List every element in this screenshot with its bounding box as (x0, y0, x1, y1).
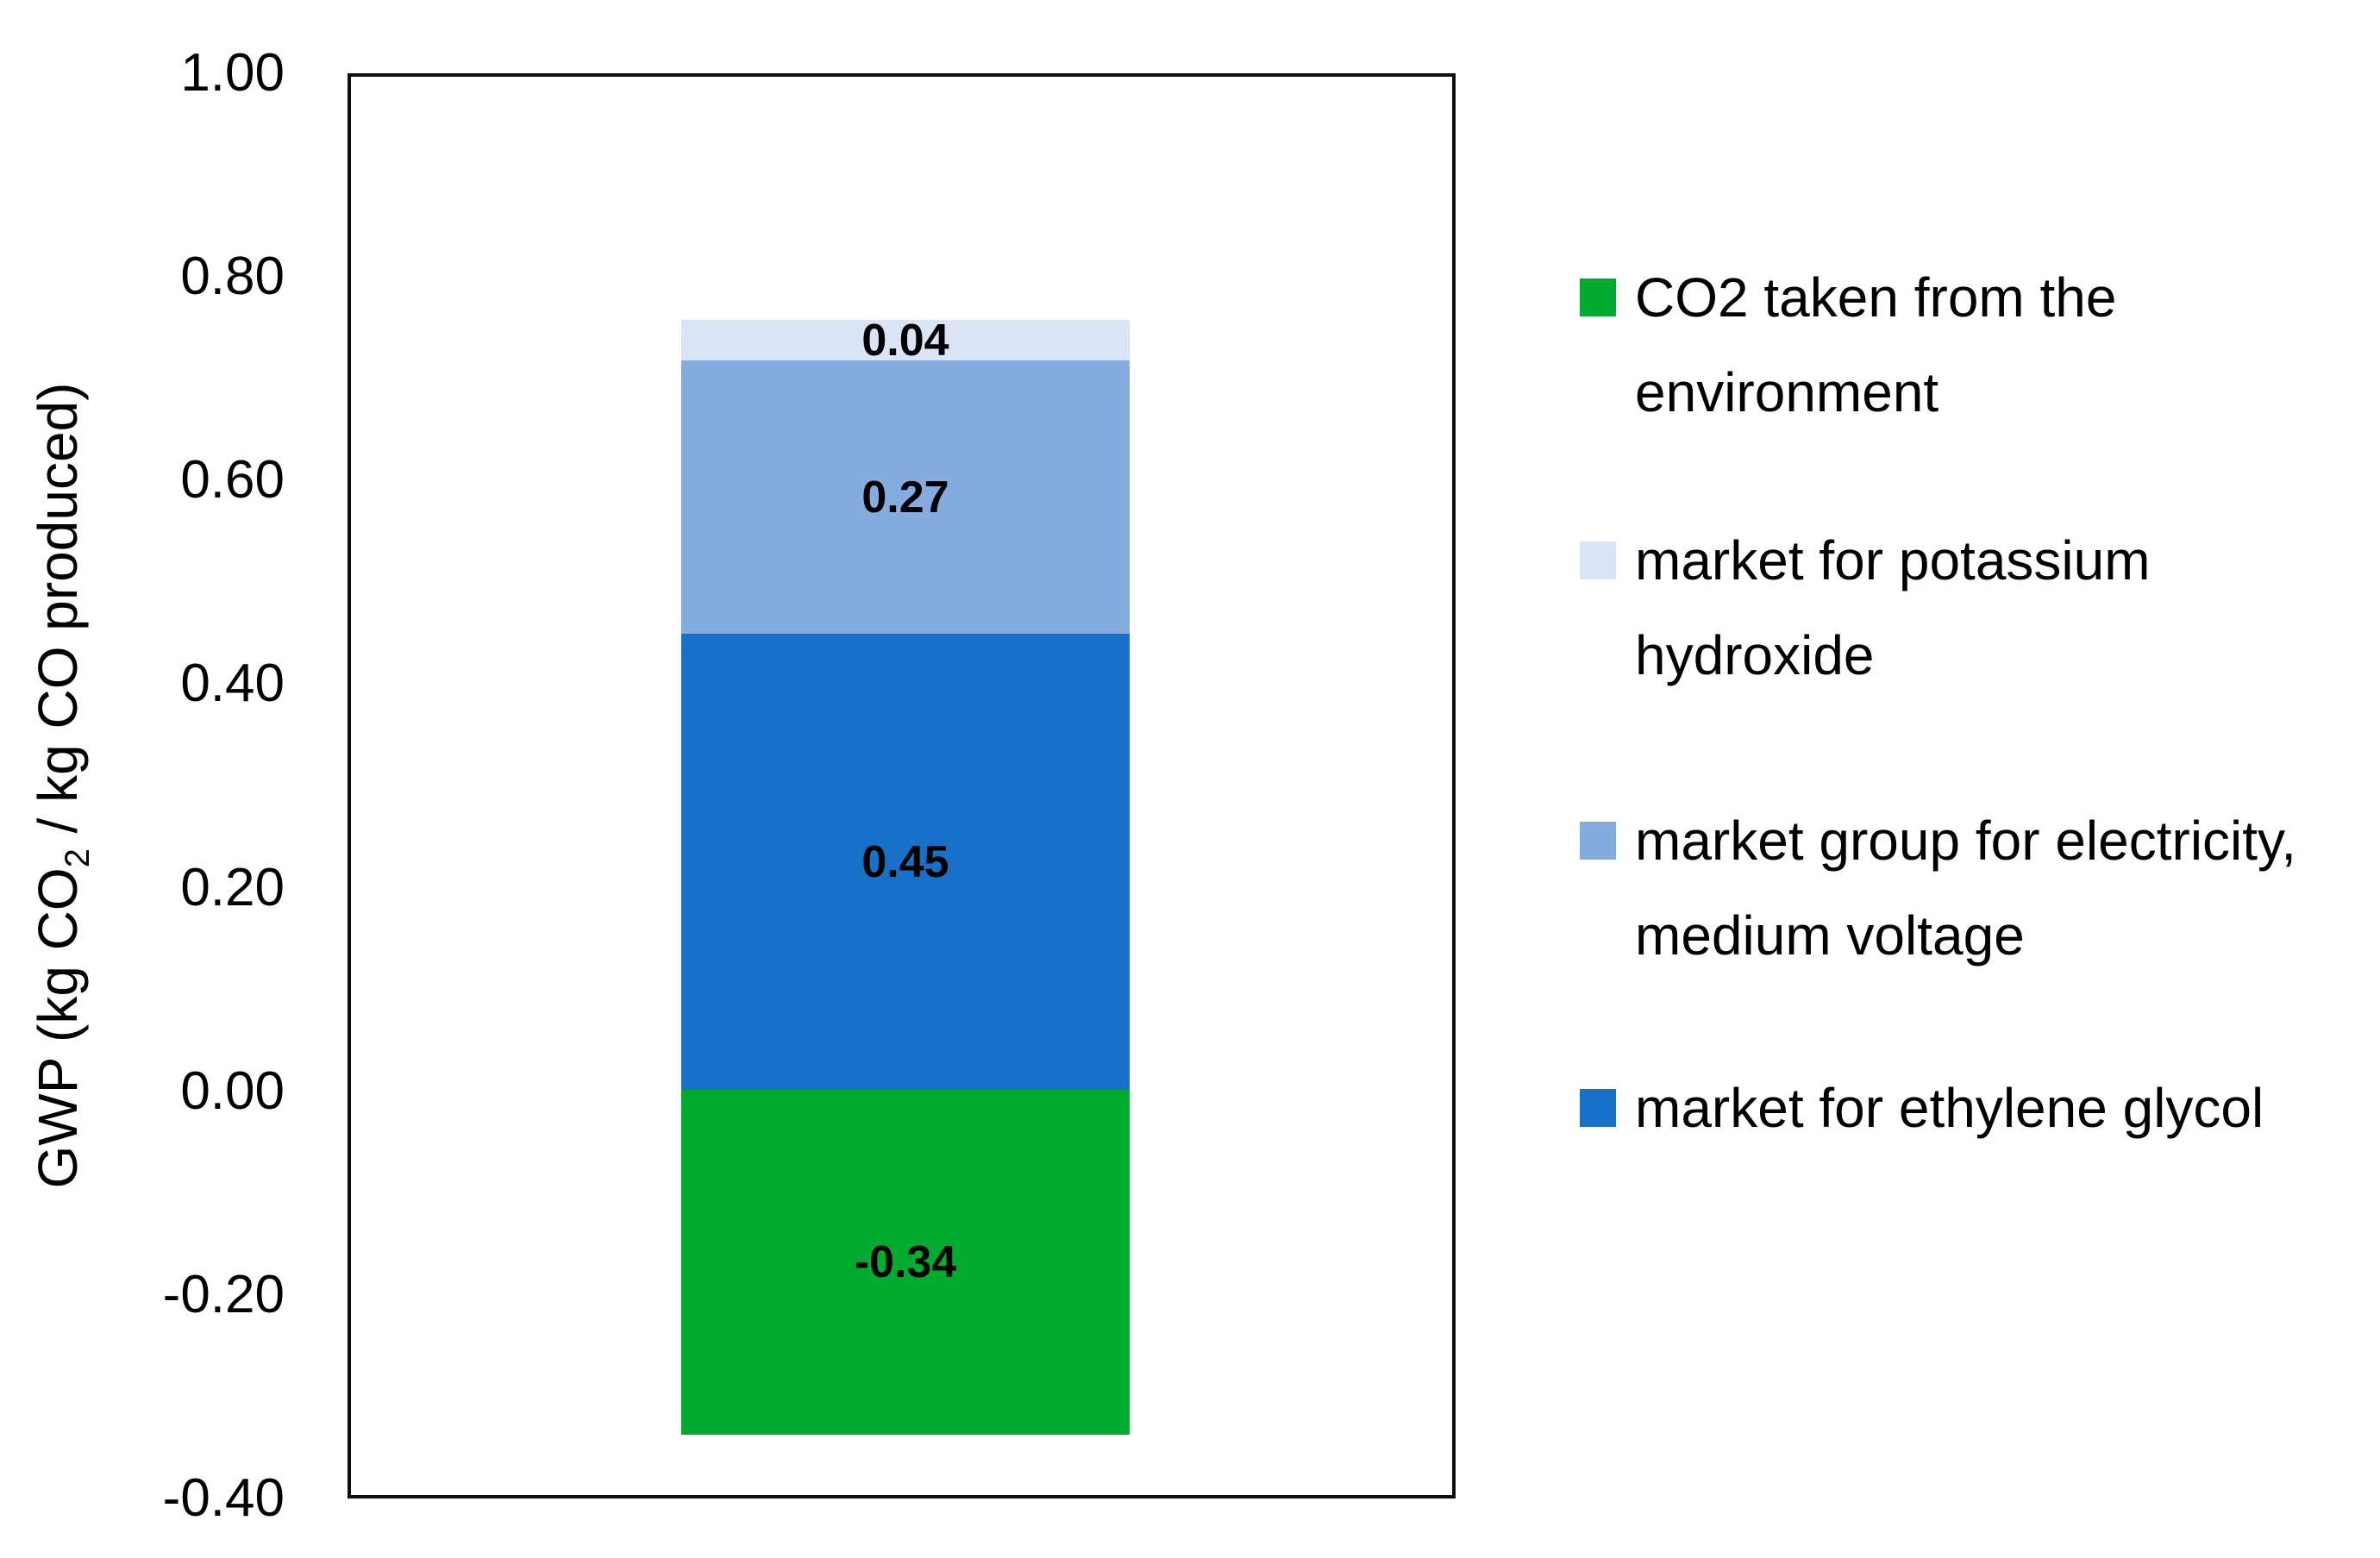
legend: CO2 taken from the environment market for… (1580, 0, 2380, 1558)
legend-item: market for potassium hydroxide (1580, 513, 2377, 703)
legend-swatch-icon (1580, 278, 1616, 316)
y-axis-tick-labels: 1.00 0.80 0.60 0.40 0.20 0.00 -0.20 -0.40 (0, 43, 285, 1527)
y-tick-label: -0.20 (162, 1264, 285, 1324)
stacked-bar: 0.45 0.27 0.04 -0.34 (681, 77, 1130, 1495)
y-tick-label: 1.00 (180, 42, 285, 103)
bar-value-label: 0.04 (861, 315, 949, 366)
bar-value-label: 0.27 (861, 472, 949, 522)
legend-item: market group for electricity, medium vol… (1580, 793, 2377, 983)
legend-swatch-icon (1580, 1089, 1616, 1127)
legend-item-label: market for potassium hydroxide (1635, 529, 2151, 686)
bar-segment: -0.34 (681, 1090, 1130, 1435)
bar-value-label: -0.34 (854, 1236, 957, 1287)
bar-segment: 0.27 (681, 360, 1130, 635)
legend-swatch-icon (1580, 822, 1616, 860)
y-tick-label: 0.00 (180, 1061, 285, 1121)
legend-item-label: market group for electricity, medium vol… (1635, 810, 2297, 967)
y-tick-label: 0.40 (180, 654, 285, 714)
plot-area: 0.45 0.27 0.04 -0.34 (348, 73, 1456, 1499)
legend-item: CO2 taken from the environment (1580, 250, 2377, 440)
y-tick-label: 0.20 (180, 857, 285, 917)
bar-segment: 0.45 (681, 634, 1130, 1090)
legend-item-label: market for ethylene glycol (1635, 1077, 2264, 1139)
y-tick-label: 0.60 (180, 450, 285, 510)
legend-item: market for ethylene glycol (1580, 1061, 2377, 1155)
bar-segment: 0.04 (681, 315, 1130, 366)
legend-item-label: CO2 taken from the environment (1635, 266, 2117, 423)
bar-value-label: 0.45 (861, 836, 949, 887)
legend-swatch-icon (1580, 541, 1616, 579)
y-tick-label: -0.40 (162, 1467, 285, 1528)
y-tick-label: 0.80 (180, 247, 285, 307)
